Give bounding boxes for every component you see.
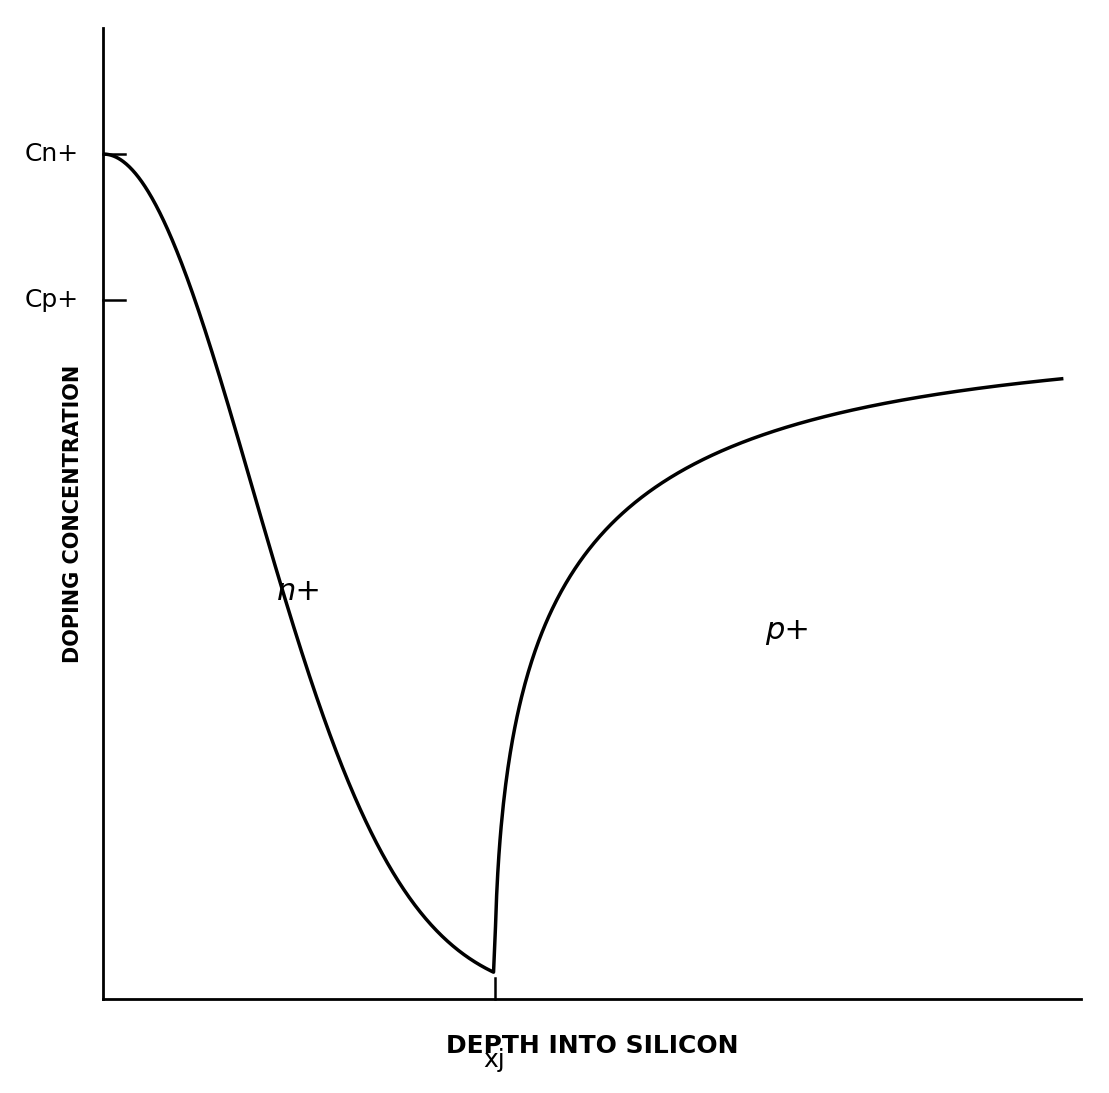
Text: p+: p+ (765, 615, 811, 645)
Y-axis label: DOPING CONCENTRATION: DOPING CONCENTRATION (62, 364, 82, 662)
Text: xj: xj (484, 1048, 506, 1072)
Text: Cp+: Cp+ (24, 287, 79, 312)
X-axis label: DEPTH INTO SILICON: DEPTH INTO SILICON (446, 1034, 739, 1058)
Text: Cn+: Cn+ (24, 142, 79, 166)
Text: n+: n+ (276, 577, 322, 606)
